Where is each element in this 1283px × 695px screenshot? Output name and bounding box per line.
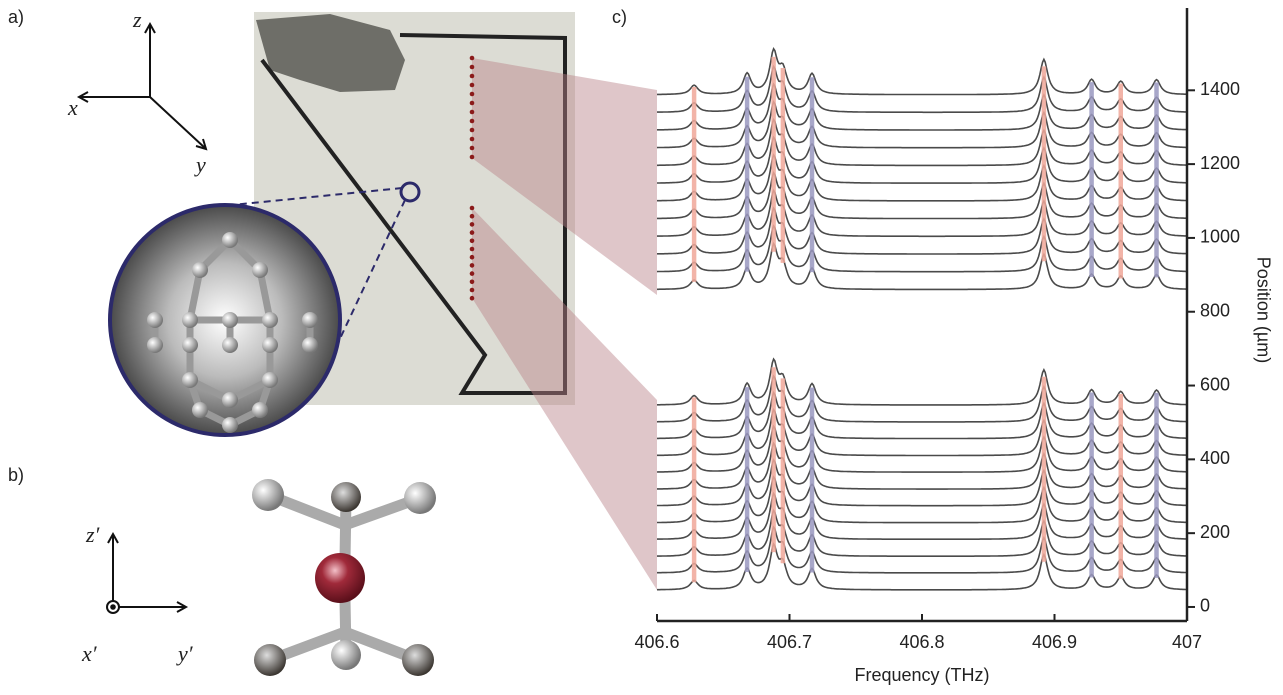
- dot: [470, 230, 475, 235]
- dot: [470, 296, 475, 301]
- dot: [470, 288, 475, 293]
- y-tick-label: 1200: [1200, 153, 1240, 173]
- dot: [470, 137, 475, 142]
- dot: [470, 83, 475, 88]
- dot: [470, 214, 475, 219]
- dot: [470, 239, 475, 244]
- x-tick-label: 406.6: [634, 632, 679, 652]
- atom: [262, 372, 278, 388]
- axis-letter: y: [194, 152, 206, 177]
- panel-label: c): [612, 7, 627, 27]
- dot: [470, 101, 475, 106]
- atom: [222, 312, 238, 328]
- y-tick-label: 400: [1200, 448, 1230, 468]
- spectra-chart: 406.6 406.7 406.8 406.9 407 0 200 400 600 800 1000…: [634, 8, 1240, 652]
- atom: [182, 312, 198, 328]
- dot: [470, 128, 475, 133]
- atom: [222, 337, 238, 353]
- dot: [470, 110, 475, 115]
- atom: [302, 312, 318, 328]
- dot: [470, 255, 475, 260]
- dot: [470, 271, 475, 276]
- x-tick-label: 406.9: [1032, 632, 1077, 652]
- y-tick-label: 0: [1200, 596, 1210, 616]
- lattice-view: [110, 205, 340, 435]
- dot: [470, 56, 475, 61]
- atom: [252, 402, 268, 418]
- panel-label: a): [8, 7, 24, 27]
- y-axis-label: Position (µm): [1253, 257, 1273, 363]
- dot: [470, 222, 475, 227]
- dot: [470, 155, 475, 160]
- y-tick-label: 600: [1200, 374, 1230, 394]
- x-tick-label: 406.7: [767, 632, 812, 652]
- dot: [470, 206, 475, 211]
- atom: [192, 402, 208, 418]
- dot: [470, 65, 475, 70]
- atom: [147, 337, 163, 353]
- y-tick-label: 800: [1200, 300, 1230, 320]
- atom: [222, 392, 238, 408]
- dot: [470, 92, 475, 97]
- atom: [182, 372, 198, 388]
- x-tick-label: 406.8: [899, 632, 944, 652]
- atom: [222, 232, 238, 248]
- atom: [262, 337, 278, 353]
- dot: [470, 146, 475, 151]
- dot: [470, 280, 475, 285]
- axis-letter: z: [132, 7, 142, 32]
- atom: [182, 337, 198, 353]
- dot: [470, 263, 475, 268]
- axis-letter: z′: [85, 522, 101, 547]
- atom: [252, 262, 268, 278]
- panel-label: b): [8, 465, 24, 485]
- atom: [147, 312, 163, 328]
- dot: [470, 74, 475, 79]
- atom: [192, 262, 208, 278]
- y-tick-label: 1000: [1200, 227, 1240, 247]
- dot: [470, 119, 475, 124]
- defect-molecule: [252, 479, 436, 676]
- axis-letter: x: [67, 95, 78, 120]
- atom: [302, 337, 318, 353]
- x-axis-label: Frequency (THz): [854, 665, 989, 685]
- atom: [262, 312, 278, 328]
- spectrum-trace: [657, 49, 1187, 95]
- axes-a: [79, 24, 206, 149]
- axis-letter: x′: [81, 641, 98, 666]
- axes-b: [107, 534, 186, 613]
- x-tick-label: 407: [1172, 632, 1202, 652]
- figure: a) b) c) z x y z′ x′ y′: [0, 0, 1283, 690]
- dot: [470, 247, 475, 252]
- y-tick-label: 200: [1200, 522, 1230, 542]
- axis-letter: y′: [176, 641, 194, 666]
- atom: [222, 417, 238, 433]
- y-tick-label: 1400: [1200, 79, 1240, 99]
